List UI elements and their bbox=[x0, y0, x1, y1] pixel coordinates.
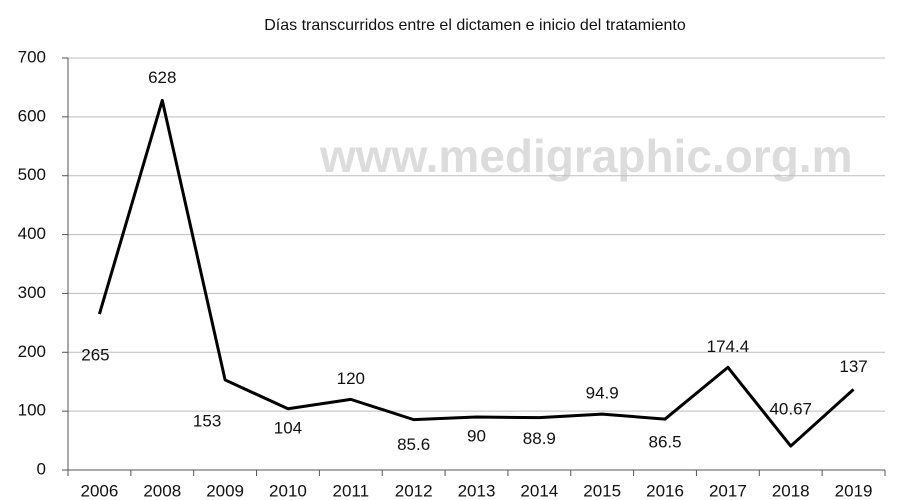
data-label: 88.9 bbox=[523, 429, 556, 448]
data-label: 628 bbox=[148, 68, 176, 87]
y-tick-label: 600 bbox=[18, 106, 46, 125]
x-tick-label: 2019 bbox=[835, 481, 873, 500]
y-tick-label: 200 bbox=[18, 342, 46, 361]
data-label: 40.67 bbox=[769, 400, 812, 419]
y-tick-label: 700 bbox=[18, 47, 46, 66]
x-tick-label: 2015 bbox=[583, 481, 621, 500]
x-tick-label: 2012 bbox=[395, 481, 433, 500]
data-label: 265 bbox=[81, 346, 109, 365]
data-label: 85.6 bbox=[397, 435, 430, 454]
data-label: 86.5 bbox=[648, 433, 681, 452]
data-label: 137 bbox=[839, 357, 867, 376]
x-tick-label: 2008 bbox=[143, 481, 181, 500]
x-tick-label: 2014 bbox=[520, 481, 558, 500]
data-label: 120 bbox=[337, 369, 365, 388]
chart-title: Días transcurridos entre el dictamen e i… bbox=[264, 17, 686, 34]
data-label: 174.4 bbox=[707, 337, 750, 356]
y-tick-label: 500 bbox=[18, 165, 46, 184]
x-tick-label: 2009 bbox=[206, 481, 244, 500]
x-tick-label: 2018 bbox=[772, 481, 810, 500]
x-tick-label: 2011 bbox=[333, 481, 370, 500]
y-tick-label: 0 bbox=[37, 459, 46, 478]
line bbox=[97, 98, 855, 448]
x-tick-label: 2016 bbox=[646, 481, 684, 500]
x-tick-label: 2017 bbox=[709, 481, 747, 500]
data-label: 153 bbox=[193, 411, 221, 430]
data-label: 90 bbox=[467, 427, 486, 446]
y-tick-label: 400 bbox=[18, 224, 46, 243]
data-label: 104 bbox=[274, 418, 302, 437]
x-tick-label: 2010 bbox=[269, 481, 307, 500]
y-tick-label: 100 bbox=[18, 401, 46, 420]
x-tick-label: 2006 bbox=[81, 481, 119, 500]
watermark: www.medigraphic.org.m bbox=[319, 130, 852, 182]
x-tick-label: 2013 bbox=[458, 481, 496, 500]
y-tick-label: 300 bbox=[18, 283, 46, 302]
data-label: 94.9 bbox=[586, 384, 619, 403]
